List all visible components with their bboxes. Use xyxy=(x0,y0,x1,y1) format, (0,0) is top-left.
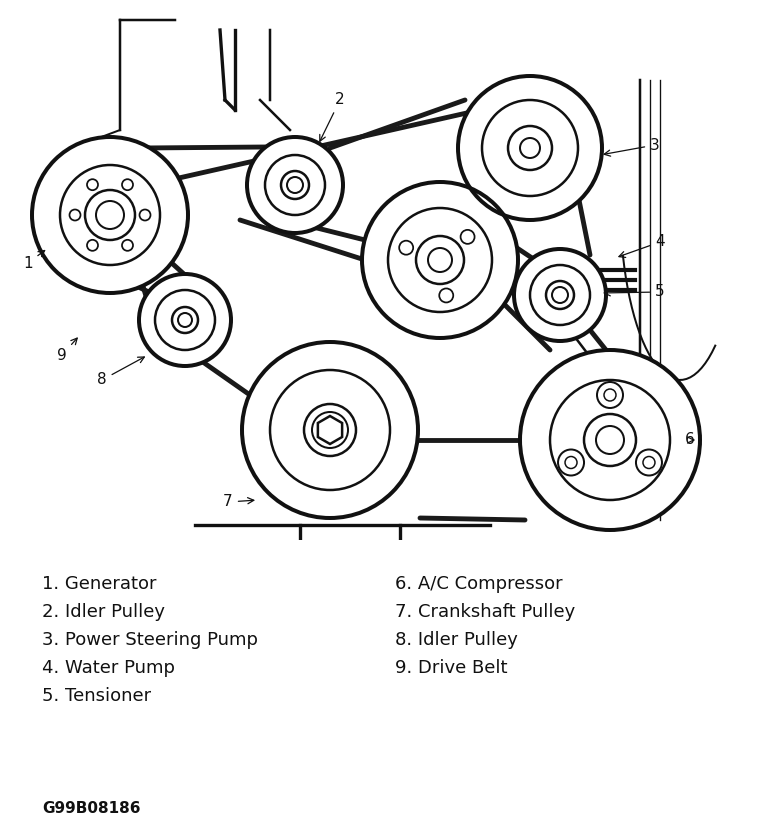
Circle shape xyxy=(178,313,192,327)
Text: 6: 6 xyxy=(685,432,695,447)
Circle shape xyxy=(520,138,540,158)
Circle shape xyxy=(139,274,231,366)
Text: G99B08186: G99B08186 xyxy=(42,801,141,816)
Text: 1: 1 xyxy=(23,251,45,270)
Circle shape xyxy=(32,137,188,293)
Circle shape xyxy=(643,456,655,468)
Circle shape xyxy=(636,450,662,476)
Text: 5. Tensioner: 5. Tensioner xyxy=(42,687,151,705)
Circle shape xyxy=(122,179,133,190)
Circle shape xyxy=(140,210,151,220)
Circle shape xyxy=(584,414,636,466)
Text: 4. Water Pump: 4. Water Pump xyxy=(42,659,175,677)
Circle shape xyxy=(596,426,624,454)
Text: 9: 9 xyxy=(57,338,78,363)
Circle shape xyxy=(508,126,552,170)
Circle shape xyxy=(87,179,98,190)
Text: 7: 7 xyxy=(223,495,254,509)
Circle shape xyxy=(558,450,584,476)
Text: 7. Crankshaft Pulley: 7. Crankshaft Pulley xyxy=(395,603,575,621)
Text: 3. Power Steering Pump: 3. Power Steering Pump xyxy=(42,631,258,649)
Circle shape xyxy=(514,249,606,341)
Circle shape xyxy=(312,412,348,448)
Circle shape xyxy=(85,190,135,240)
Circle shape xyxy=(172,307,198,333)
Circle shape xyxy=(287,177,303,193)
Text: 9. Drive Belt: 9. Drive Belt xyxy=(395,659,508,677)
Circle shape xyxy=(461,230,475,244)
Text: 8: 8 xyxy=(98,357,144,387)
Circle shape xyxy=(458,76,602,220)
Circle shape xyxy=(304,404,356,456)
Circle shape xyxy=(247,137,343,233)
Circle shape xyxy=(122,240,133,251)
Text: 6. A/C Compressor: 6. A/C Compressor xyxy=(395,575,563,593)
Text: 2. Idler Pulley: 2. Idler Pulley xyxy=(42,603,165,621)
Circle shape xyxy=(439,288,453,302)
Circle shape xyxy=(416,236,464,284)
Text: 3: 3 xyxy=(604,138,660,156)
Circle shape xyxy=(362,182,518,338)
Circle shape xyxy=(552,287,568,303)
Circle shape xyxy=(87,240,98,251)
Polygon shape xyxy=(318,416,342,444)
Circle shape xyxy=(281,171,309,199)
Circle shape xyxy=(242,342,418,518)
Circle shape xyxy=(428,248,452,272)
Circle shape xyxy=(399,241,413,255)
Circle shape xyxy=(96,201,124,229)
Circle shape xyxy=(565,456,577,468)
Circle shape xyxy=(597,382,623,408)
Text: 5: 5 xyxy=(604,284,665,300)
Text: 4: 4 xyxy=(619,234,665,257)
Circle shape xyxy=(546,281,574,309)
Circle shape xyxy=(604,389,616,401)
Text: 1. Generator: 1. Generator xyxy=(42,575,157,593)
Circle shape xyxy=(69,210,81,220)
Text: 8. Idler Pulley: 8. Idler Pulley xyxy=(395,631,518,649)
Text: 2: 2 xyxy=(319,93,345,141)
Circle shape xyxy=(520,350,700,530)
